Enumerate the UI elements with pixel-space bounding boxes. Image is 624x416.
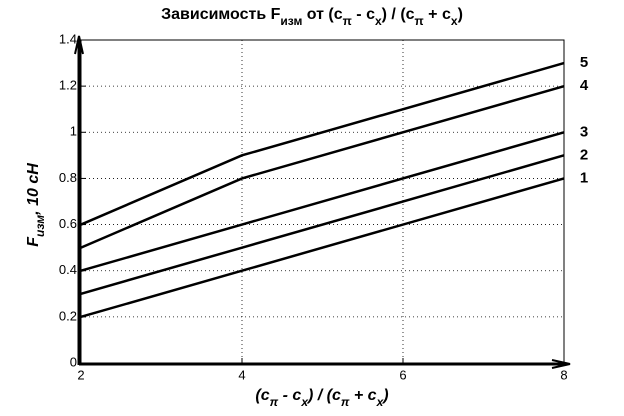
subscript: π xyxy=(415,14,424,28)
x-tick-label: 2 xyxy=(77,367,84,382)
text-part: ) xyxy=(381,387,388,404)
legend-label: 4 xyxy=(580,77,589,94)
text-part: - c xyxy=(352,6,375,23)
text-part: ) xyxy=(458,6,463,23)
legend-label: 1 xyxy=(580,169,588,186)
text-part: от (c xyxy=(302,6,342,23)
legend-label: 5 xyxy=(580,54,588,71)
x-tick-label: 4 xyxy=(238,367,245,382)
text-part: - c xyxy=(278,387,301,404)
y-tick-label: 1.4 xyxy=(59,31,77,46)
text-part: + c xyxy=(349,387,376,404)
subscript: x xyxy=(376,395,385,409)
subscript: π xyxy=(341,395,350,409)
x-axis-arrow xyxy=(551,359,571,369)
subscript: x xyxy=(451,14,458,28)
subscript: x xyxy=(300,395,309,409)
text-part: + c xyxy=(424,6,451,23)
y-tick-label: 1.2 xyxy=(59,78,77,93)
y-tick-label: 0 xyxy=(70,354,77,369)
text-part: ) / (c xyxy=(306,387,341,404)
series-line xyxy=(80,84,565,249)
y-tick-label: 0.8 xyxy=(59,170,77,185)
text-part: Зависимость F xyxy=(161,6,281,23)
y-tick-label: 0.4 xyxy=(59,262,77,277)
subscript: π xyxy=(343,14,352,28)
text-part: , 10 cH xyxy=(25,163,42,216)
text-part: ) / (c xyxy=(382,6,415,23)
y-tick-label: 0.2 xyxy=(59,308,77,323)
text-part: (c xyxy=(255,387,269,404)
y-axis-arrow xyxy=(74,35,84,55)
y-axis-label: Fизм, 10 cH xyxy=(25,163,47,247)
subscript: изм xyxy=(280,14,302,28)
legend-label: 2 xyxy=(580,146,588,163)
legend-label: 3 xyxy=(580,123,588,140)
y-tick-label: 1 xyxy=(70,124,77,139)
subscript: π xyxy=(270,395,279,409)
y-tick-label: 0.6 xyxy=(59,216,77,231)
text-part: F xyxy=(25,236,42,247)
series-line xyxy=(80,131,565,272)
x-tick-label: 8 xyxy=(560,367,567,382)
x-tick-label: 6 xyxy=(399,367,406,382)
series-line xyxy=(80,61,565,226)
series-line xyxy=(80,154,565,295)
subscript: x xyxy=(375,14,382,28)
x-axis-label: (cπ - cx) / (cπ + cx) xyxy=(255,387,388,409)
series-line xyxy=(80,177,565,319)
subscript: изм xyxy=(33,215,47,237)
chart-title: Зависимость Fизм от (cπ - cx) / (cπ + cx… xyxy=(161,6,463,28)
